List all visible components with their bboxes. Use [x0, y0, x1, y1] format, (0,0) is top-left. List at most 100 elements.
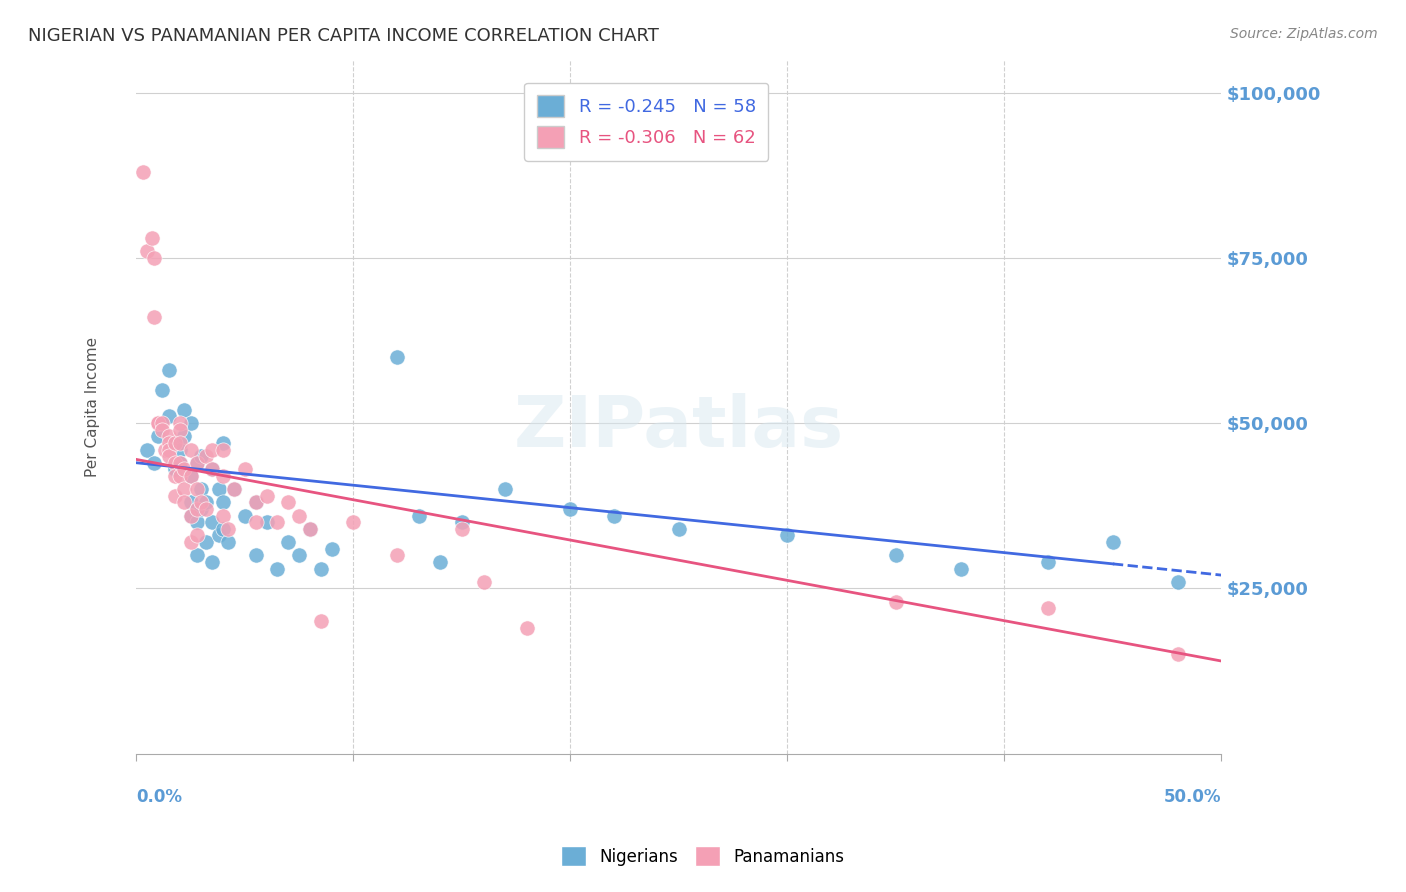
Point [165, 436, 187, 450]
Point [165, 456, 187, 470]
Point [173, 462, 195, 476]
Point [884, 549, 907, 563]
Text: NIGERIAN VS PANAMANIAN PER CAPITA INCOME CORRELATION CHART: NIGERIAN VS PANAMANIAN PER CAPITA INCOME… [28, 27, 659, 45]
Point [173, 482, 195, 496]
Point [603, 508, 626, 523]
Point [212, 508, 235, 523]
Point [194, 449, 217, 463]
Point [180, 508, 202, 523]
Point [190, 449, 212, 463]
Point [201, 442, 224, 457]
Point [277, 495, 299, 509]
Point [186, 456, 208, 470]
Point [146, 416, 169, 430]
Point [201, 555, 224, 569]
Point [950, 561, 973, 575]
Point [321, 541, 343, 556]
Point [212, 522, 235, 536]
Point [146, 429, 169, 443]
Point [142, 251, 165, 265]
Point [165, 469, 187, 483]
Point [212, 469, 235, 483]
Point [560, 502, 582, 516]
Point [208, 482, 231, 496]
Point [451, 515, 474, 529]
Point [186, 515, 208, 529]
Point [1036, 601, 1059, 615]
Legend: R = -0.245   N = 58, R = -0.306   N = 62: R = -0.245 N = 58, R = -0.306 N = 62 [524, 82, 768, 161]
Point [142, 456, 165, 470]
Point [180, 535, 202, 549]
Point [212, 442, 235, 457]
Point [201, 515, 224, 529]
Legend: Nigerians, Panamanians: Nigerians, Panamanians [553, 838, 853, 875]
Point [494, 482, 516, 496]
Point [208, 528, 231, 542]
Point [132, 165, 155, 179]
Point [157, 409, 180, 424]
Point [186, 502, 208, 516]
Point [186, 549, 208, 563]
Point [1167, 574, 1189, 589]
Point [186, 528, 208, 542]
Point [194, 502, 217, 516]
Point [266, 515, 288, 529]
Point [169, 423, 191, 437]
Point [165, 436, 187, 450]
Point [169, 436, 191, 450]
Point [157, 363, 180, 377]
Point [152, 416, 174, 430]
Point [245, 495, 267, 509]
Point [212, 436, 235, 450]
Point [298, 522, 321, 536]
Point [169, 456, 191, 470]
Point [217, 535, 239, 549]
Point [884, 594, 907, 608]
Point [190, 502, 212, 516]
Point [212, 495, 235, 509]
Point [288, 508, 311, 523]
Point [173, 495, 195, 509]
Point [385, 350, 408, 364]
Point [169, 469, 191, 483]
Point [194, 535, 217, 549]
Point [309, 615, 332, 629]
Point [157, 436, 180, 450]
Point [180, 495, 202, 509]
Point [201, 462, 224, 476]
Point [256, 515, 278, 529]
Point [233, 462, 256, 476]
Point [136, 442, 159, 457]
Point [186, 456, 208, 470]
Point [136, 244, 159, 259]
Point [516, 621, 538, 635]
Text: ZIPatlas: ZIPatlas [513, 392, 844, 462]
Point [146, 416, 169, 430]
Point [194, 495, 217, 509]
Point [385, 549, 408, 563]
Text: Source: ZipAtlas.com: Source: ZipAtlas.com [1230, 27, 1378, 41]
Point [217, 522, 239, 536]
Point [472, 574, 495, 589]
Point [165, 462, 187, 476]
Point [152, 383, 174, 397]
Point [342, 515, 364, 529]
Point [152, 423, 174, 437]
Point [277, 535, 299, 549]
Point [429, 555, 451, 569]
Text: Per Capita Income: Per Capita Income [86, 336, 100, 476]
Point [180, 469, 202, 483]
Point [180, 416, 202, 430]
Text: 0.0%: 0.0% [136, 789, 183, 806]
Point [233, 508, 256, 523]
Point [256, 489, 278, 503]
Point [180, 442, 202, 457]
Point [180, 508, 202, 523]
Point [776, 528, 799, 542]
Point [309, 561, 332, 575]
Point [190, 495, 212, 509]
Point [180, 469, 202, 483]
Point [451, 522, 474, 536]
Point [1036, 555, 1059, 569]
Point [288, 549, 311, 563]
